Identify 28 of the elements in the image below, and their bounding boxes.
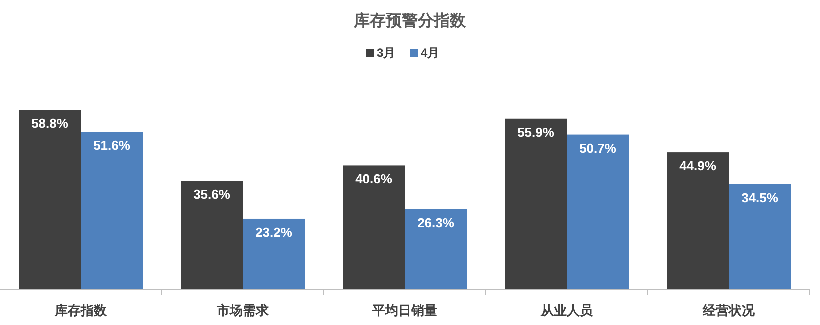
bar [505, 118, 567, 290]
legend-label: 4月 [421, 46, 440, 60]
data-label: 34.5% [742, 190, 779, 206]
bar [343, 166, 405, 290]
bar [81, 132, 143, 290]
data-label: 51.6% [94, 138, 131, 154]
x-tick-label: 从业人员 [540, 303, 594, 318]
bar [405, 209, 467, 290]
bar [19, 110, 81, 290]
x-tick-label: 经营状况 [702, 303, 756, 318]
data-label: 26.3% [418, 215, 455, 230]
bar [667, 152, 729, 290]
data-label: 23.2% [256, 224, 293, 240]
chart-title: 库存预警分指数 [353, 12, 467, 30]
legend-label: 3月 [377, 46, 396, 60]
x-tick-label: 库存指数 [54, 303, 108, 318]
x-tick-label: 市场需求 [216, 303, 270, 318]
bar [243, 218, 305, 290]
data-label: 44.9% [680, 158, 717, 174]
bar [181, 181, 243, 290]
data-label: 50.7% [580, 140, 617, 156]
data-label: 58.8% [32, 116, 69, 131]
bar [567, 134, 629, 290]
data-label: 40.6% [356, 172, 393, 187]
bar [729, 184, 791, 290]
x-tick-label: 平均日销量 [372, 303, 438, 318]
data-label: 35.6% [194, 187, 231, 202]
data-label: 55.9% [518, 124, 555, 140]
